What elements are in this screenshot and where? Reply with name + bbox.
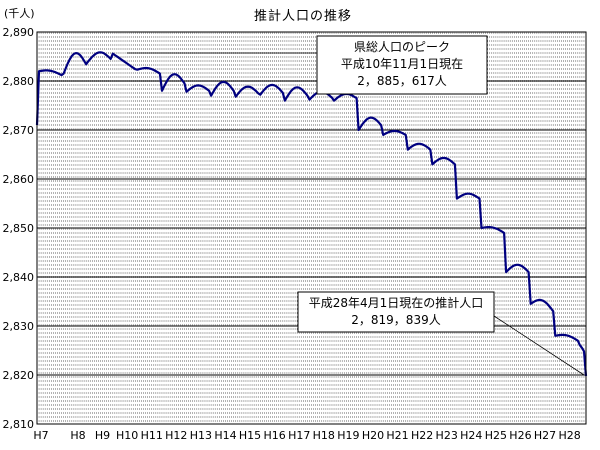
current-annotation-line-2: 2，819，839人	[351, 313, 440, 327]
y-tick-label: 2,870	[3, 124, 35, 137]
x-tick-label: H20	[362, 429, 384, 442]
x-tick-label: H14	[214, 429, 236, 442]
x-tick-labels: H7 H8 H9 H10 H11 H12 H13 H14 H15 H16 H17 H18 H19 H20 H…	[33, 429, 580, 442]
x-tick-label: H12	[165, 429, 187, 442]
y-tick-label: 2,890	[3, 26, 35, 39]
x-tick-label: H28	[558, 429, 580, 442]
peak-annotation: 県総人口のピーク 平成10年11月1日現在 2，885，617人	[127, 35, 488, 95]
current-leader-line	[493, 315, 585, 376]
chart-title: 推計人口の推移	[254, 8, 352, 24]
x-tick-label: H27	[534, 429, 556, 442]
current-annotation-box	[297, 291, 495, 333]
peak-annotation-line-2: 平成10年11月1日現在	[341, 57, 463, 71]
x-tick-label: H10	[116, 429, 138, 442]
y-tick-label: 2,880	[3, 75, 35, 88]
peak-annotation-line-3: 2，885，617人	[357, 74, 446, 88]
x-tick-label: H21	[386, 429, 408, 442]
x-tick-label: H16	[263, 429, 285, 442]
y-axis-unit: (千人)	[4, 7, 35, 20]
plot-frame	[36, 31, 587, 425]
x-tick-label: H24	[460, 429, 482, 442]
y-tick-label: 2,860	[3, 173, 35, 186]
peak-annotation-box	[316, 35, 488, 95]
y-tick-label: 2,850	[3, 222, 35, 235]
x-tick-label: H13	[190, 429, 212, 442]
series-group	[35, 51, 588, 377]
y-tick-label: 2,810	[3, 418, 35, 431]
x-tick-label: H18	[313, 429, 335, 442]
x-tick-label: H23	[436, 429, 458, 442]
y-tick-label: 2,840	[3, 271, 35, 284]
x-tick-label: H9	[95, 429, 110, 442]
peak-annotation-line-1: 県総人口のピーク	[354, 40, 450, 54]
x-tick-label: H26	[509, 429, 531, 442]
current-annotation: 平成28年4月1日現在の推計人口 2，819，839人	[297, 291, 585, 376]
y-tick-label: 2,830	[3, 320, 35, 333]
y-tick-labels: 2,890 2,880 2,870 2,860 2,850 2,840 2,830 2,820…	[3, 26, 35, 431]
y-tick-label: 2,820	[3, 369, 35, 382]
x-tick-label: H17	[288, 429, 310, 442]
x-tick-label: H19	[337, 429, 359, 442]
x-tick-label: H8	[70, 429, 85, 442]
x-tick-label: H22	[411, 429, 433, 442]
x-tick-label: H11	[141, 429, 163, 442]
x-tick-label: H15	[239, 429, 261, 442]
x-tick-label: H25	[485, 429, 507, 442]
current-annotation-line-1: 平成28年4月1日現在の推計人口	[309, 295, 484, 310]
population-series-line	[35, 51, 588, 377]
x-tick-label: H7	[33, 429, 48, 442]
